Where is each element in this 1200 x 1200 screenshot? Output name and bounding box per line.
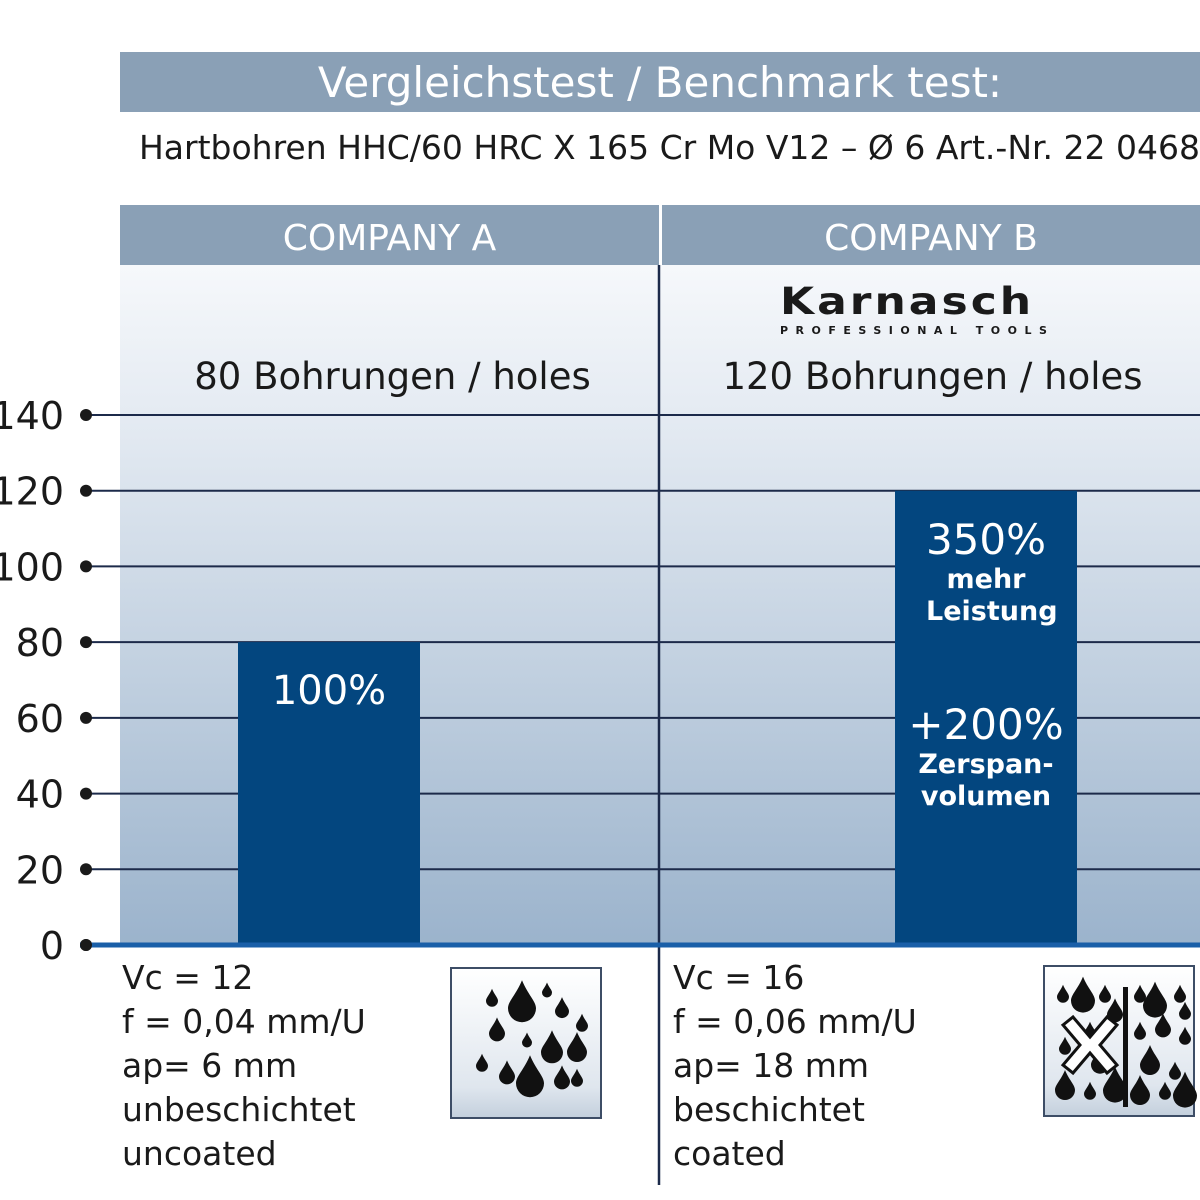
tick-dot-80: [80, 636, 92, 649]
drop-shape: [1107, 998, 1123, 1023]
drop-shape: [1159, 1081, 1171, 1100]
dry-vs-coolant-icon: [1043, 965, 1197, 1117]
drop-shape: [1059, 1036, 1071, 1055]
holes-label-b: 120 Bohrungen / holes: [722, 355, 1143, 398]
bar-label-a: 100%: [271, 668, 387, 714]
bar-label-b-volume: +200% Zerspan- volumen: [908, 700, 1064, 812]
drop-shape: [541, 1030, 563, 1064]
tick-dot-140: [80, 409, 92, 421]
drop-shape: [1173, 1071, 1197, 1108]
divider-bar: [1123, 987, 1128, 1107]
drop-shape: [522, 1032, 532, 1048]
drop-shape: [555, 997, 569, 1019]
tick-label-0: 0: [40, 924, 64, 968]
tick-dot-100: [80, 560, 92, 573]
drop-shape: [567, 1032, 587, 1062]
params-company-a: Vc = 12 f = 0,04 mm/U ap= 6 mm unbeschichte…: [122, 958, 366, 1173]
params-company-b: Vc = 16 f = 0,06 mm/U ap= 18 mm beschichtet…: [673, 958, 917, 1173]
drop-shape: [1179, 1026, 1191, 1045]
bar-company-b: [895, 490, 1077, 945]
bar-company-a: [238, 642, 420, 945]
drop-shape: [476, 1053, 488, 1072]
holes-label-a: 80 Bohrungen / holes: [194, 355, 591, 398]
drop-shape: [1099, 984, 1111, 1003]
drop-shape: [1143, 981, 1167, 1018]
drop-shape: [1134, 1021, 1146, 1040]
tick-label-120: 120: [0, 470, 64, 514]
drop-shape: [1179, 1001, 1191, 1020]
tick-label-100: 100: [0, 545, 64, 589]
cross-mark: [1060, 1014, 1120, 1076]
drop-shape: [1130, 1075, 1150, 1105]
tick-label-60: 60: [16, 697, 64, 741]
drop-shape: [576, 1013, 588, 1032]
column-header-company-b: COMPANY B: [660, 205, 1200, 265]
origin-dot: [80, 939, 92, 951]
coolant-drops-icon: [450, 967, 602, 1119]
drop-shape: [486, 988, 498, 1007]
tick-label-80: 80: [16, 621, 64, 665]
drop-shape: [1084, 1081, 1096, 1100]
tick-dot-60: [80, 711, 92, 724]
bar-label-b-performance: 350% mehr Leistung: [925, 515, 1058, 627]
chart-subtitle: Hartbohren HHC/60 HRC X 165 Cr Mo V12 – …: [138, 128, 1200, 167]
drop-shape: [1169, 1061, 1181, 1080]
drop-shape: [489, 1017, 505, 1042]
drop-shape: [571, 1068, 583, 1087]
tick-label-20: 20: [16, 848, 64, 892]
tick-dot-40: [80, 787, 92, 800]
drop-shape: [499, 1060, 515, 1085]
drop-shape: [508, 980, 536, 1023]
chart-title: Vergleichstest / Benchmark test:: [120, 52, 1200, 112]
drop-shape: [554, 1065, 570, 1090]
drop-shape: [542, 982, 552, 998]
drop-shape: [1134, 984, 1146, 1003]
tick-label-40: 40: [16, 773, 64, 817]
drop-shape: [1055, 1070, 1075, 1100]
tick-label-140: 140: [0, 394, 64, 438]
drop-shape: [1155, 1013, 1171, 1038]
drop-shape: [1071, 976, 1095, 1013]
drop-shape: [1057, 984, 1069, 1003]
drop-shape: [1174, 984, 1186, 1003]
tick-dot-120: [80, 484, 92, 497]
tick-dot-20: [80, 863, 92, 876]
drop-shape: [516, 1055, 544, 1098]
drop-shape: [1140, 1045, 1160, 1075]
drop-shape: [1103, 1066, 1127, 1103]
karnasch-logo: Karnasch PROFESSIONAL TOOLS: [780, 279, 1055, 337]
column-header-company-a: COMPANY A: [120, 205, 659, 265]
